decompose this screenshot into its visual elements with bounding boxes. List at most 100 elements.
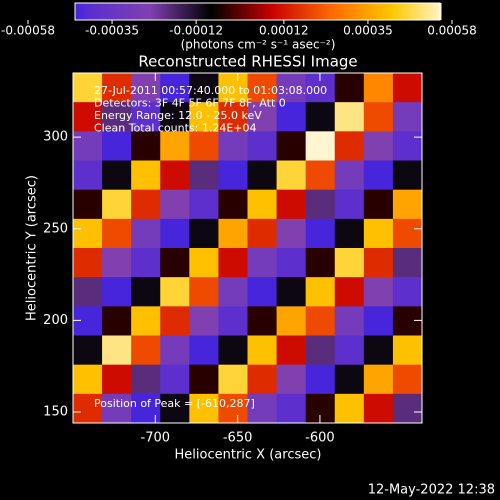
colorbar-swatch xyxy=(353,3,356,20)
colorbar-swatch xyxy=(323,3,326,20)
y-tick-label: 150 xyxy=(43,405,68,420)
heatmap-cell xyxy=(276,218,307,249)
colorbar-frame xyxy=(74,2,441,21)
colorbar-swatch xyxy=(199,3,202,20)
heatmap-cell xyxy=(363,160,394,191)
colorbar-swatch xyxy=(163,3,166,20)
heatmap-cell xyxy=(131,306,161,336)
colorbar-swatch xyxy=(359,3,362,20)
colorbar-swatch xyxy=(391,3,394,20)
y-tick-label: 300 xyxy=(43,130,68,145)
colorbar-swatch xyxy=(413,3,416,20)
heatmap-cell xyxy=(102,306,132,336)
heatmap-cell xyxy=(392,364,423,395)
colorbar-swatch xyxy=(417,3,420,20)
heatmap-cell xyxy=(363,393,394,424)
heatmap-cell xyxy=(392,306,423,336)
colorbar-swatch xyxy=(189,3,192,20)
colorbar-tick-label: 0.00058 xyxy=(427,24,477,38)
colorbar-swatch xyxy=(347,3,350,20)
heatmap-cell xyxy=(334,393,365,424)
colorbar-swatch xyxy=(251,3,254,20)
colorbar-swatch xyxy=(161,3,164,20)
heatmap-cell xyxy=(160,335,190,366)
colorbar-swatch xyxy=(209,3,212,20)
colorbar-swatch xyxy=(329,3,332,20)
colorbar-swatch xyxy=(375,3,378,20)
colorbar-swatch xyxy=(149,3,152,20)
heatmap-cell xyxy=(305,335,336,366)
heatmap-cell xyxy=(334,277,365,307)
heatmap-cell xyxy=(218,335,248,366)
heatmap-cell xyxy=(247,393,278,424)
heatmap-cell xyxy=(73,189,103,220)
colorbar-swatch xyxy=(121,3,124,20)
colorbar-swatch xyxy=(197,3,200,20)
annotation: Detectors: 3F 4F 5F 6F 7F 8F, Att 0 xyxy=(94,97,286,110)
heatmap-cell xyxy=(189,306,219,336)
heatmap-cell xyxy=(160,131,190,161)
colorbar-swatch xyxy=(401,3,404,20)
heatmap-cell xyxy=(392,73,423,103)
heatmap-cell xyxy=(247,73,278,103)
heatmap-cell xyxy=(276,335,307,366)
heatmap-cell xyxy=(247,277,278,307)
heatmap-cell xyxy=(363,335,394,366)
heatmap-cell xyxy=(73,393,103,424)
colorbar-swatch xyxy=(159,3,162,20)
heatmap-cell xyxy=(363,277,394,307)
colorbar-swatch xyxy=(117,3,120,20)
colorbar-swatch xyxy=(81,3,84,20)
heatmap-cell xyxy=(247,335,278,366)
colorbar-swatch xyxy=(135,3,138,20)
colorbar-swatch xyxy=(387,3,390,20)
colorbar-swatch xyxy=(93,3,96,20)
heatmap-cell xyxy=(73,306,103,336)
heatmap-cell xyxy=(102,393,132,424)
heatmap-cell xyxy=(189,218,219,249)
heatmap-cell xyxy=(218,189,248,220)
colorbar-swatch xyxy=(89,3,92,20)
heatmap-cell xyxy=(247,189,278,220)
colorbar-swatch xyxy=(203,3,206,20)
heatmap-cell xyxy=(247,364,278,395)
colorbar-swatch xyxy=(267,3,270,20)
colorbar-swatch xyxy=(261,3,264,20)
colorbar-swatch xyxy=(291,3,294,20)
colorbar-swatch xyxy=(327,3,330,20)
colorbar-swatch xyxy=(249,3,252,20)
colorbar-swatch xyxy=(283,3,286,20)
colorbar-swatch xyxy=(91,3,94,20)
heatmap-cell xyxy=(305,131,336,161)
heatmap-cell xyxy=(102,189,132,220)
colorbar-swatch xyxy=(361,3,364,20)
heatmap-cell xyxy=(102,160,132,191)
heatmap-cell xyxy=(189,364,219,395)
heatmap-cell xyxy=(160,189,190,220)
colorbar-swatch xyxy=(111,3,114,20)
heatmap-cell xyxy=(276,189,307,220)
colorbar-swatch xyxy=(411,3,414,20)
heatmap-cell xyxy=(363,218,394,249)
heatmap-cell xyxy=(276,277,307,307)
x-tick-label: -700 xyxy=(141,431,171,446)
colorbar-swatch xyxy=(393,3,396,20)
heatmap-cell xyxy=(102,248,132,278)
colorbar-swatch xyxy=(77,3,80,20)
colorbar-swatch xyxy=(141,3,144,20)
colorbar-swatch xyxy=(263,3,266,20)
heatmap-cell xyxy=(218,102,248,132)
heatmap-cell xyxy=(73,102,103,132)
colorbar-swatch xyxy=(421,3,424,20)
colorbar-swatch xyxy=(431,3,434,20)
colorbar-tick-label: 0.00012 xyxy=(259,24,309,38)
colorbar-swatch xyxy=(321,3,324,20)
colorbar-swatch xyxy=(305,3,308,20)
colorbar-swatch xyxy=(133,3,136,20)
colorbar-swatch xyxy=(343,3,346,20)
colorbar-swatch xyxy=(295,3,298,20)
heatmap-cell xyxy=(189,393,219,424)
heatmap-cell xyxy=(392,218,423,249)
colorbar-swatch xyxy=(235,3,238,20)
